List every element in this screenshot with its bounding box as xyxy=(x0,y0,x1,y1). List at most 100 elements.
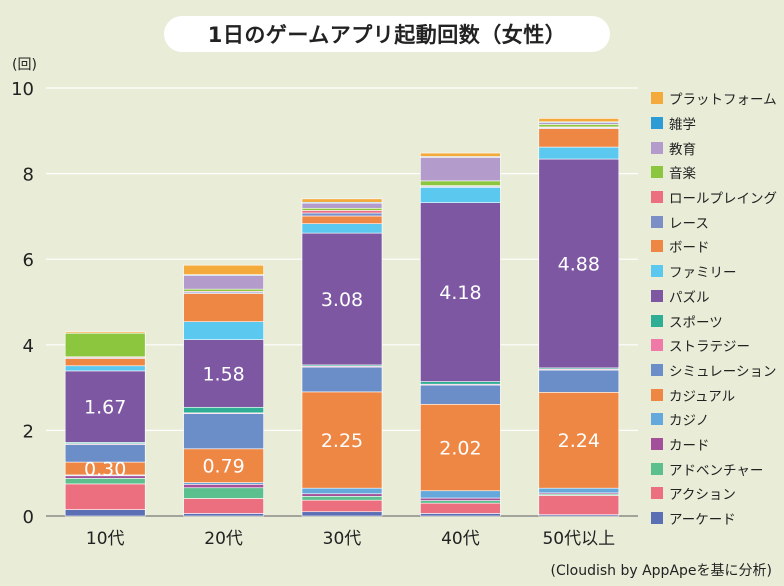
bar-segment xyxy=(420,513,501,517)
bar-segment xyxy=(420,381,501,385)
bar-segment xyxy=(183,413,264,450)
bar-segment xyxy=(301,487,383,495)
legend-label: カジノ xyxy=(669,413,710,430)
bar-segment xyxy=(301,215,383,224)
legend-swatch xyxy=(651,92,663,105)
x-tick-label: 40代 xyxy=(441,529,480,549)
legend-item: ファミリー xyxy=(651,259,777,284)
legend-swatch xyxy=(651,215,663,228)
legend-label: アクション xyxy=(669,487,736,504)
y-tick-label: 8 xyxy=(23,165,34,186)
bar-segment xyxy=(538,495,620,516)
bar-segment xyxy=(420,152,501,157)
legend-label: ストラテジー xyxy=(669,339,750,356)
bar-segment xyxy=(301,499,383,513)
legend-item: アクション xyxy=(651,481,777,506)
legend-swatch xyxy=(651,141,663,154)
bar-segment xyxy=(64,483,146,510)
y-axis-unit-label: (回) xyxy=(12,57,37,73)
bar-segment xyxy=(301,207,383,211)
bar-segment xyxy=(64,332,146,358)
bar-segment xyxy=(301,212,383,217)
legend-label: シミュレーション xyxy=(669,363,777,380)
bar-segment xyxy=(64,509,146,517)
source-note: (Cloudish by AppApeを基に分析) xyxy=(550,563,772,579)
bar-segment xyxy=(301,493,383,497)
legend-label: レース xyxy=(669,215,709,232)
bar-segment xyxy=(183,487,264,499)
legend-item: ロールプレイング xyxy=(651,185,777,210)
bar-segment xyxy=(538,124,620,128)
bar-segment xyxy=(301,391,383,489)
bar-segment xyxy=(538,158,620,369)
data-label: 3.08 xyxy=(321,289,363,311)
bar-segment xyxy=(420,157,501,182)
x-tick-label: 30代 xyxy=(323,529,362,549)
legend-label: 音楽 xyxy=(669,166,696,183)
legend-swatch xyxy=(651,314,663,327)
legend-swatch xyxy=(651,487,663,500)
bar-segment xyxy=(64,370,146,443)
bar-segment xyxy=(301,366,383,393)
bar-segment xyxy=(538,146,620,160)
data-label: 0.30 xyxy=(84,458,126,480)
x-tick-label: 50代以上 xyxy=(542,529,615,549)
legend-item: シミュレーション xyxy=(651,358,777,383)
bar-segment xyxy=(64,331,146,334)
bar-segment xyxy=(183,293,264,322)
bar-segment xyxy=(183,275,264,290)
bar-segment xyxy=(420,403,501,492)
bar-segment xyxy=(538,128,620,148)
bar-segment xyxy=(538,487,620,494)
legend-item: アーケード xyxy=(651,506,777,531)
legend-item: カジノ xyxy=(651,407,777,432)
legend-swatch xyxy=(651,388,663,401)
legend-label: パズル xyxy=(669,289,710,306)
legend-item: ストラテジー xyxy=(651,333,777,358)
bar-segment xyxy=(301,202,383,209)
bar-segment xyxy=(420,500,501,504)
legend-item: アドベンチャー xyxy=(651,456,777,481)
x-tick-label: 10代 xyxy=(86,529,125,549)
legend-item: ボード xyxy=(651,234,777,259)
bar-segment xyxy=(183,513,264,517)
data-label: 0.79 xyxy=(202,456,244,478)
data-label: 2.25 xyxy=(321,430,363,452)
chart-legend: プラットフォーム 雑学教育音楽ロールプレイング レースボードファミリーパズルスポーツ… xyxy=(651,86,777,530)
y-tick-label: 4 xyxy=(23,336,34,357)
legend-label: プラットフォーム xyxy=(669,92,777,109)
y-tick-label: 0 xyxy=(23,507,34,528)
bar-segment xyxy=(538,118,620,123)
legend-swatch xyxy=(651,265,663,278)
bar-segment xyxy=(183,448,264,483)
legend-label: 教育 xyxy=(669,141,696,158)
legend-swatch xyxy=(651,289,663,302)
legend-item: 音楽 xyxy=(651,160,777,185)
legend-item: カジュアル xyxy=(651,382,777,407)
data-label: 2.02 xyxy=(439,438,481,460)
legend-item: スポーツ xyxy=(651,308,777,333)
legend-swatch xyxy=(651,240,663,253)
legend-swatch xyxy=(651,191,663,204)
legend-item: 教育 xyxy=(651,135,777,160)
bar-segment xyxy=(420,202,501,382)
legend-label: ボード xyxy=(669,240,710,257)
legend-label: スポーツ xyxy=(669,314,723,331)
data-label: 2.24 xyxy=(558,430,600,452)
y-tick-label: 2 xyxy=(23,421,34,442)
bar-segment xyxy=(420,490,501,499)
bar-segment xyxy=(183,288,264,292)
bar-segment xyxy=(183,406,264,414)
y-tick-label: 6 xyxy=(23,250,34,271)
bar-segment xyxy=(420,186,501,204)
legend-item: カード xyxy=(651,432,777,457)
legend-label: 雑学 xyxy=(669,117,696,134)
legend-swatch xyxy=(651,462,663,475)
legend-label: ロールプレイング xyxy=(669,191,777,208)
legend-label: ファミリー xyxy=(669,265,737,282)
bar-segment xyxy=(538,392,620,489)
y-tick-label: 10 xyxy=(11,79,34,100)
legend-swatch xyxy=(651,413,663,426)
data-label: 4.18 xyxy=(439,282,481,304)
